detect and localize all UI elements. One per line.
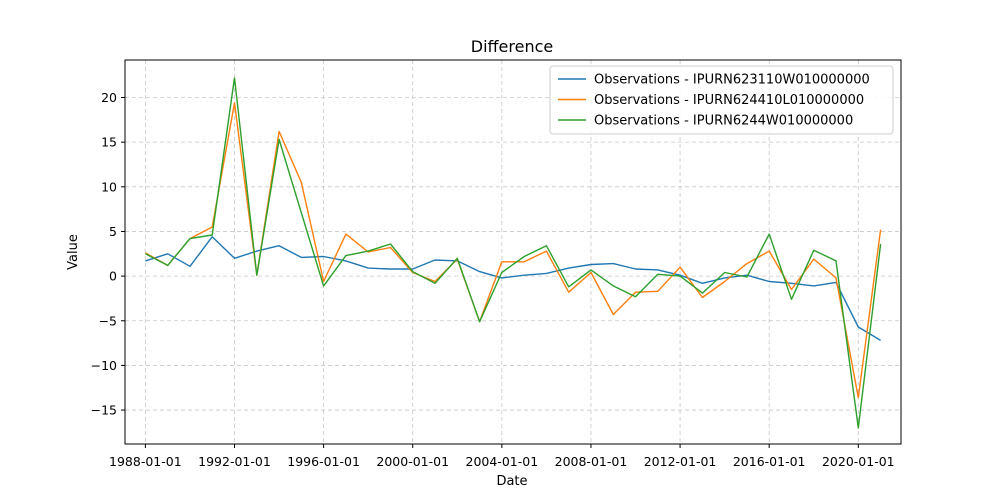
x-tick-label: 2004-01-01	[466, 454, 539, 469]
x-tick-label: 1992-01-01	[198, 454, 271, 469]
legend: Observations - IPURN623110W010000000 Obse…	[549, 65, 894, 135]
plot-frame	[124, 59, 902, 445]
y-tick-label: 10	[101, 179, 117, 194]
y-tick-label: 15	[101, 135, 117, 150]
series-line-3	[145, 77, 882, 429]
x-tick-label: 2008-01-01	[555, 454, 628, 469]
legend-label-3: Observations - IPURN6244W010000000	[594, 114, 853, 129]
y-axis-label: Value	[66, 234, 81, 270]
legend-label-2: Observations - IPURN624410L010000000	[594, 93, 864, 108]
legend-box	[549, 65, 894, 135]
chart-title: Difference	[471, 37, 553, 56]
y-tick-label: −10	[91, 358, 117, 373]
y-tick-label: 0	[109, 269, 117, 284]
x-tick-label: 1996-01-01	[287, 454, 360, 469]
y-tick-label: −15	[91, 403, 117, 418]
series-line-2	[145, 102, 882, 399]
legend-label-1: Observations - IPURN623110W010000000	[594, 73, 870, 88]
x-axis: 1988-01-01 1992-01-01 1996-01-01 2000-01-01…	[109, 444, 895, 469]
x-axis-label: Date	[496, 474, 527, 489]
y-axis: −15 −10 −5 0 5 10 15 20	[91, 90, 125, 418]
x-tick-label: 2000-01-01	[376, 454, 449, 469]
y-tick-label: −5	[99, 313, 117, 328]
series-lines	[145, 77, 882, 429]
x-tick-label: 2020-01-01	[822, 454, 895, 469]
series-line-1	[145, 236, 881, 342]
x-tick-label: 1988-01-01	[109, 454, 182, 469]
x-tick-label: 2012-01-01	[644, 454, 717, 469]
x-tick-label: 2016-01-01	[733, 454, 806, 469]
y-tick-label: 20	[101, 90, 117, 105]
y-tick-label: 5	[109, 224, 117, 239]
